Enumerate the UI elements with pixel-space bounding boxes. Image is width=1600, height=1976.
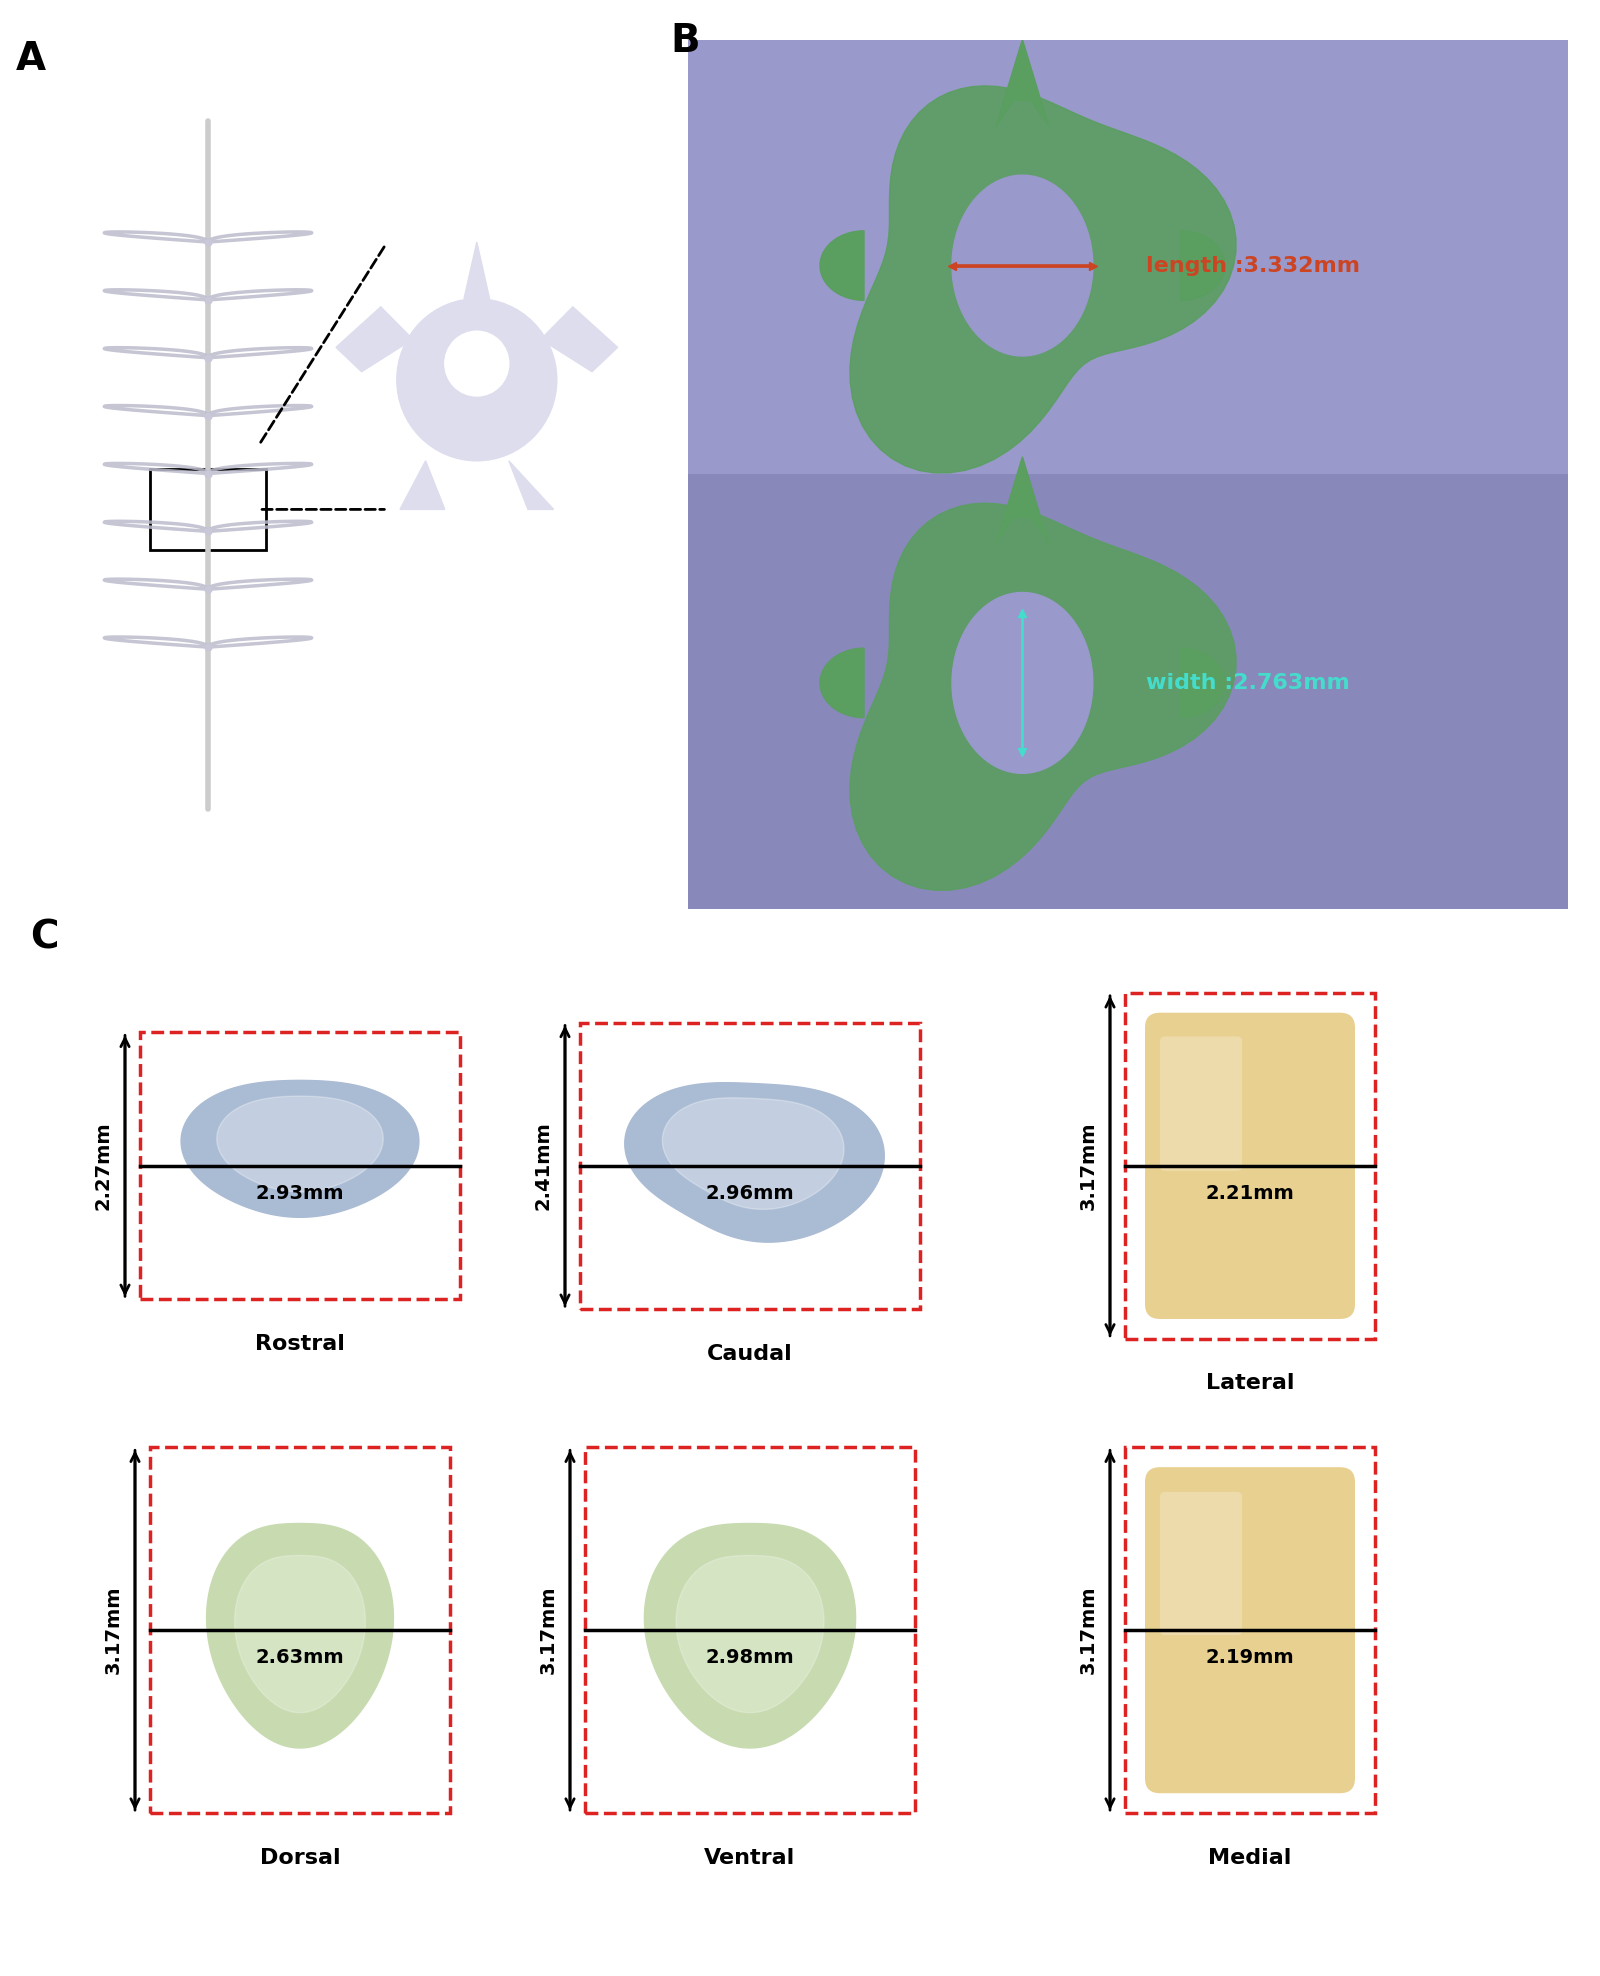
Polygon shape bbox=[995, 456, 1050, 543]
Polygon shape bbox=[952, 593, 1093, 773]
Polygon shape bbox=[850, 85, 1235, 472]
Text: C: C bbox=[30, 919, 59, 956]
Text: 2.96mm: 2.96mm bbox=[706, 1184, 794, 1203]
Text: 2.19mm: 2.19mm bbox=[1206, 1648, 1294, 1668]
Polygon shape bbox=[952, 176, 1093, 356]
Text: 2.41mm: 2.41mm bbox=[533, 1122, 552, 1209]
Polygon shape bbox=[624, 1083, 885, 1243]
Polygon shape bbox=[181, 1081, 419, 1217]
FancyBboxPatch shape bbox=[1160, 1037, 1242, 1170]
Text: 2.27mm: 2.27mm bbox=[93, 1122, 112, 1209]
Text: 3.17mm: 3.17mm bbox=[1078, 1122, 1098, 1209]
Polygon shape bbox=[509, 460, 554, 510]
Text: A: A bbox=[16, 40, 46, 77]
Polygon shape bbox=[995, 40, 1050, 126]
Text: length :3.332mm: length :3.332mm bbox=[1146, 255, 1360, 275]
Text: 3.17mm: 3.17mm bbox=[104, 1587, 123, 1674]
FancyBboxPatch shape bbox=[1160, 1492, 1242, 1634]
Polygon shape bbox=[464, 243, 490, 298]
Text: Lateral: Lateral bbox=[1206, 1373, 1294, 1393]
FancyBboxPatch shape bbox=[1146, 1466, 1355, 1794]
Text: 3.17mm: 3.17mm bbox=[539, 1587, 557, 1674]
Text: Ventral: Ventral bbox=[704, 1848, 795, 1867]
Polygon shape bbox=[1181, 648, 1224, 717]
Polygon shape bbox=[821, 231, 864, 300]
Ellipse shape bbox=[397, 298, 557, 460]
Text: B: B bbox=[670, 22, 701, 59]
Polygon shape bbox=[400, 460, 445, 510]
Text: Dorsal: Dorsal bbox=[259, 1848, 341, 1867]
Polygon shape bbox=[662, 1099, 843, 1209]
Polygon shape bbox=[821, 648, 864, 717]
Ellipse shape bbox=[445, 332, 509, 395]
FancyBboxPatch shape bbox=[1146, 1014, 1355, 1320]
Text: width :2.763mm: width :2.763mm bbox=[1146, 674, 1349, 694]
FancyBboxPatch shape bbox=[688, 474, 1568, 909]
Text: 2.63mm: 2.63mm bbox=[256, 1648, 344, 1668]
Text: Caudal: Caudal bbox=[707, 1344, 794, 1363]
Polygon shape bbox=[850, 504, 1235, 891]
Polygon shape bbox=[336, 306, 413, 371]
Polygon shape bbox=[645, 1523, 856, 1749]
Polygon shape bbox=[235, 1555, 365, 1713]
Polygon shape bbox=[677, 1555, 824, 1713]
Text: Medial: Medial bbox=[1208, 1848, 1291, 1867]
Polygon shape bbox=[206, 1523, 394, 1749]
Text: 2.98mm: 2.98mm bbox=[706, 1648, 794, 1668]
Polygon shape bbox=[541, 306, 618, 371]
FancyBboxPatch shape bbox=[688, 40, 1568, 474]
Polygon shape bbox=[1181, 231, 1224, 300]
Text: 3.17mm: 3.17mm bbox=[1078, 1587, 1098, 1674]
Text: Rostral: Rostral bbox=[254, 1334, 346, 1354]
Text: 2.93mm: 2.93mm bbox=[256, 1184, 344, 1203]
Text: 2.21mm: 2.21mm bbox=[1206, 1184, 1294, 1203]
Polygon shape bbox=[216, 1097, 384, 1192]
